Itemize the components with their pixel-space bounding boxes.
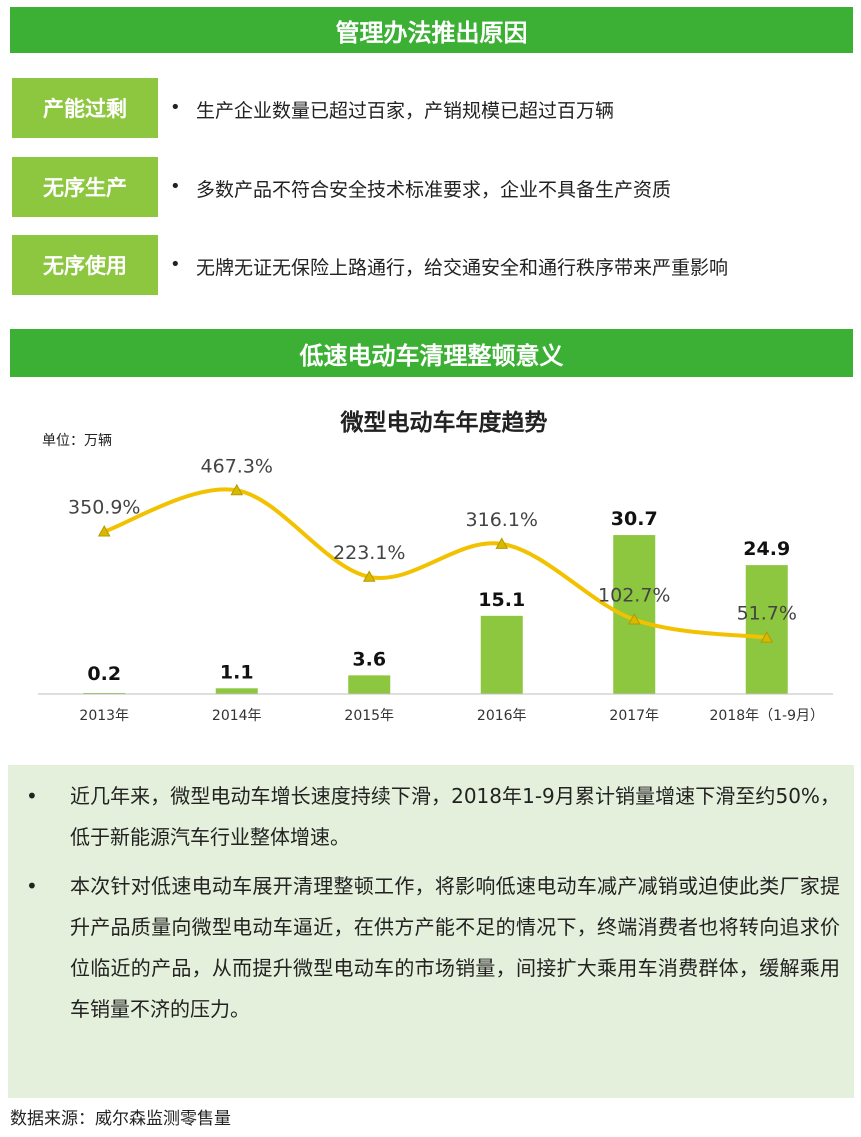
reason-row-disorderly-production: 无序生产 • 多数产品不符合安全技术标准要求，企业不具备生产资质	[12, 157, 857, 217]
bar-value-label: 15.1	[478, 589, 525, 611]
bar-2013年	[83, 692, 126, 694]
bullet-icon: •	[170, 254, 181, 275]
chart-title: 微型电动车年度趋势	[340, 409, 548, 436]
bar-value-label: 24.9	[743, 538, 790, 560]
growth-marker	[362, 570, 376, 582]
growth-marker	[495, 537, 509, 549]
growth-rate-label: 316.1%	[466, 509, 538, 531]
note-paragraph-1: 近几年来，微型电动车增长速度持续下滑，2018年1-9月累计销量增速下滑至约50…	[70, 784, 840, 849]
x-tick-label: 2014年	[212, 708, 262, 724]
chart-unit-label: 单位：万辆	[42, 433, 112, 449]
growth-rate-label: 223.1%	[333, 542, 405, 564]
growth-marker	[760, 631, 774, 643]
reason-text: 生产企业数量已超过百家，产销规模已超过百万辆	[196, 100, 615, 122]
growth-marker	[230, 483, 244, 496]
bar-value-label: 3.6	[352, 648, 386, 670]
section-banner-reasons: 管理办法推出原因	[10, 7, 853, 53]
trend-chart: 微型电动车年度趋势 单位：万辆 0.2 1.1 3.6 15.1 30.7 24.9 350…	[38, 409, 833, 724]
x-tick-label: 2013年	[79, 708, 129, 724]
x-tick-label: 2018年（1-9月）	[710, 708, 825, 724]
growth-rate-label: 102.7%	[598, 585, 670, 607]
notes-panel: • 近几年来，微型电动车增长速度持续下滑，2018年1-9月累计销量增速下滑至约…	[8, 765, 854, 1098]
bar-value-label: 30.7	[611, 508, 658, 530]
reason-tag: 无序使用	[12, 235, 158, 295]
reason-row-disorderly-use: 无序使用 • 无牌无证无保险上路通行，给交通安全和通行秩序带来严重影响	[12, 235, 857, 295]
growth-rate-line	[102, 487, 769, 640]
growth-marker	[627, 613, 641, 625]
bullet-icon: •	[26, 874, 38, 898]
bar-2015年	[348, 675, 391, 694]
reason-text: 无牌无证无保险上路通行，给交通安全和通行秩序带来严重影响	[196, 257, 729, 279]
section-title-significance: 低速电动车清理整顿意义	[299, 341, 564, 370]
bullet-icon: •	[170, 97, 181, 118]
bar-2018年（1-9月）	[745, 565, 788, 694]
note-paragraph-2: 本次针对低速电动车展开清理整顿工作，将影响低速电动车减产减销或迫使此类厂家提升产…	[70, 874, 840, 1021]
bar-2016年	[480, 615, 523, 694]
x-tick-label: 2016年	[477, 708, 527, 724]
section-title-reasons: 管理办法推出原因	[335, 18, 528, 47]
reason-tag: 无序生产	[12, 157, 158, 217]
x-tick-label: 2017年	[609, 708, 659, 724]
growth-marker	[97, 525, 111, 537]
growth-rate-label: 350.9%	[68, 497, 140, 519]
reason-tag: 产能过剩	[12, 78, 158, 138]
reason-row-overcapacity: 产能过剩 • 生产企业数量已超过百家，产销规模已超过百万辆	[12, 78, 857, 138]
data-source-note: 数据来源：威尔森监测零售量	[10, 1109, 231, 1129]
bullet-icon: •	[170, 176, 181, 197]
reason-text: 多数产品不符合安全技术标准要求，企业不具备生产资质	[196, 179, 672, 201]
bar-value-label: 1.1	[220, 661, 254, 683]
bar-2014年	[215, 688, 258, 694]
x-tick-label: 2015年	[344, 708, 394, 724]
bar-value-label: 0.2	[87, 663, 121, 685]
growth-rate-label: 51.7%	[737, 603, 797, 625]
growth-rate-label: 467.3%	[201, 455, 273, 477]
bullet-icon: •	[26, 784, 38, 808]
section-banner-significance: 低速电动车清理整顿意义	[10, 329, 853, 377]
